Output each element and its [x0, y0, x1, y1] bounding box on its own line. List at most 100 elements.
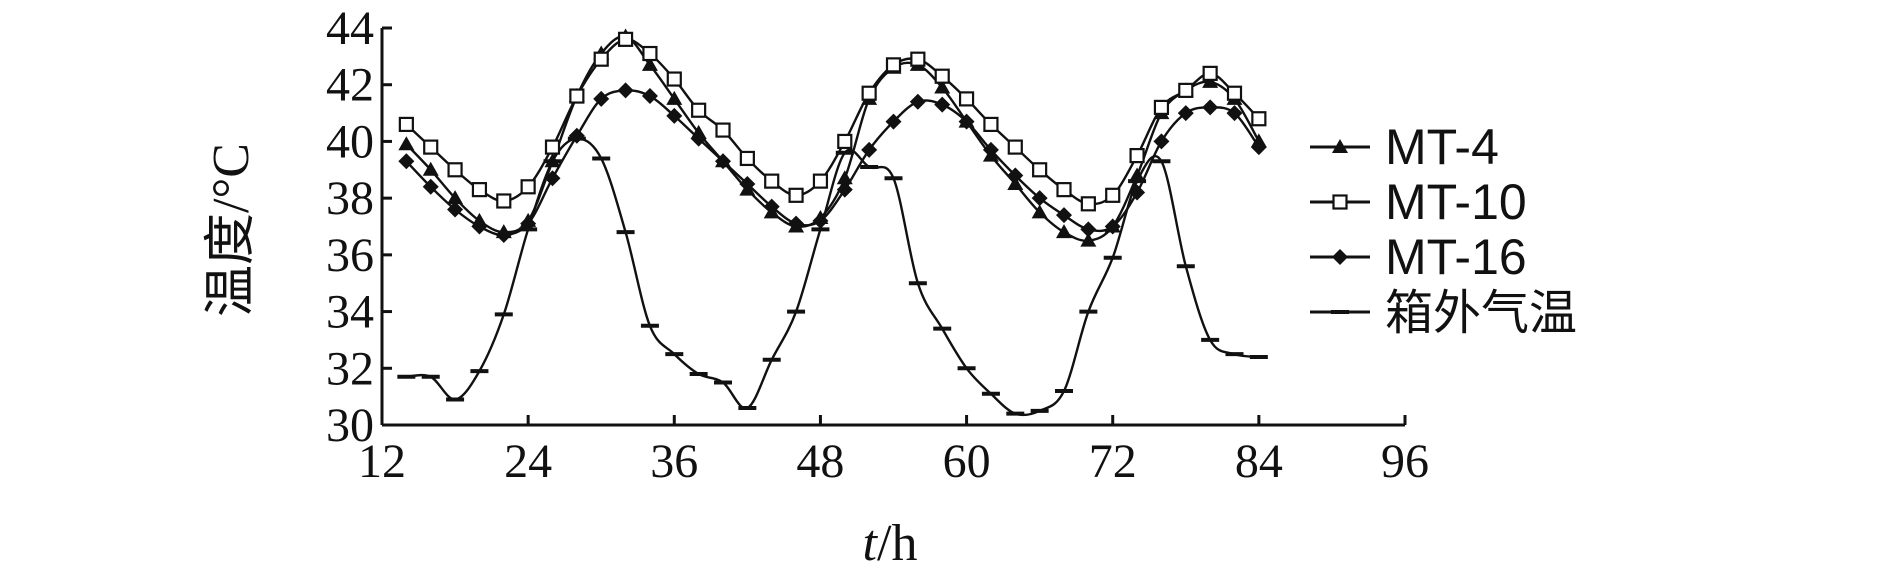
- data-point: [1104, 218, 1121, 233]
- data-point: [1202, 65, 1218, 81]
- y-axis-title: 温度/°C: [203, 143, 260, 317]
- y-tick-label: 40: [326, 115, 374, 168]
- legend-item-2: MT-16: [1310, 229, 1527, 285]
- data-point: [934, 79, 951, 94]
- data-point: [1080, 232, 1097, 247]
- data-point: [471, 182, 488, 198]
- data-point: [982, 147, 999, 162]
- data-point: [861, 85, 877, 101]
- y-tick-label: 42: [326, 59, 374, 112]
- data-point: [1105, 187, 1121, 203]
- data-point: [1153, 99, 1170, 116]
- data-point: [544, 153, 561, 168]
- data-point: [617, 31, 634, 47]
- data-point: [617, 82, 634, 99]
- legend-marker: [1332, 249, 1348, 265]
- data-point: [764, 173, 780, 189]
- legend-label: 箱外气温: [1385, 285, 1577, 341]
- data-point: [690, 124, 707, 139]
- data-point: [593, 90, 610, 107]
- x-axis-title: t/h: [863, 515, 918, 572]
- data-point: [934, 68, 950, 84]
- data-point: [520, 212, 537, 227]
- data-point: [593, 51, 609, 67]
- data-point: [1226, 105, 1243, 122]
- data-point: [1129, 167, 1146, 182]
- x-tick-label: 24: [504, 435, 552, 488]
- data-point: [812, 173, 829, 189]
- data-point: [836, 170, 853, 185]
- data-point: [569, 88, 585, 104]
- data-point: [520, 179, 536, 195]
- data-point: [739, 181, 756, 196]
- data-point: [885, 57, 902, 73]
- data-point: [1202, 99, 1219, 116]
- data-point: [1007, 139, 1023, 155]
- data-point: [788, 218, 805, 233]
- data-point: [983, 116, 999, 133]
- y-tick-label: 36: [326, 229, 374, 282]
- data-point: [1178, 82, 1194, 98]
- data-point: [1056, 224, 1072, 239]
- data-point: [1031, 204, 1048, 219]
- data-point: [739, 150, 755, 167]
- x-tick-label: 96: [1381, 435, 1429, 488]
- y-tick-label: 44: [326, 2, 374, 55]
- series-1: [398, 31, 1267, 212]
- data-point: [1129, 184, 1146, 201]
- series-line: [405, 35, 1260, 242]
- data-point: [1080, 221, 1097, 238]
- data-point: [423, 139, 439, 155]
- data-point: [666, 90, 683, 105]
- legend-label: MT-4: [1385, 119, 1499, 175]
- data-point: [715, 153, 731, 168]
- data-point: [1251, 111, 1267, 127]
- y-tick-label: 30: [326, 399, 374, 452]
- data-point: [1080, 196, 1096, 212]
- data-point: [958, 91, 975, 107]
- data-point: [568, 127, 585, 144]
- data-point: [1032, 162, 1048, 178]
- data-point: [398, 116, 414, 133]
- data-point: [398, 153, 415, 170]
- legend-label: MT-16: [1385, 229, 1527, 285]
- data-point: [641, 56, 658, 71]
- x-tick-label: 36: [650, 435, 698, 488]
- series-0: [398, 28, 1267, 247]
- data-point: [837, 133, 853, 150]
- series-layer: [397, 28, 1268, 417]
- data-point: [1129, 148, 1145, 164]
- legend-item-3: 箱外气温: [1310, 285, 1577, 341]
- x-tick-label: 12: [358, 435, 406, 488]
- data-point: [910, 51, 926, 67]
- legend-marker: [1332, 194, 1348, 210]
- legend-item-1: MT-10: [1310, 174, 1527, 230]
- data-point: [447, 162, 463, 178]
- data-point: [495, 224, 512, 239]
- x-tick-label: 72: [1089, 435, 1137, 488]
- data-point: [398, 136, 415, 151]
- data-point: [812, 209, 829, 224]
- data-point: [1153, 133, 1170, 150]
- data-point: [447, 201, 464, 218]
- data-point: [447, 190, 464, 205]
- data-point: [958, 113, 975, 128]
- legend-item-0: MT-4: [1310, 119, 1499, 175]
- x-axis-title-unit: /h: [877, 515, 917, 572]
- data-point: [666, 107, 683, 124]
- data-point: [666, 71, 682, 87]
- data-point: [471, 212, 488, 227]
- data-point: [885, 113, 902, 130]
- x-tick-label: 48: [796, 435, 844, 488]
- y-tick-label: 32: [326, 342, 374, 395]
- data-point: [763, 204, 780, 219]
- data-point: [641, 88, 658, 105]
- data-point: [1007, 175, 1024, 190]
- data-point: [544, 139, 561, 155]
- y-tick-label: 38: [326, 172, 374, 225]
- data-point: [642, 45, 658, 62]
- x-axis-title-italic: t: [863, 515, 879, 572]
- data-point: [1226, 85, 1243, 101]
